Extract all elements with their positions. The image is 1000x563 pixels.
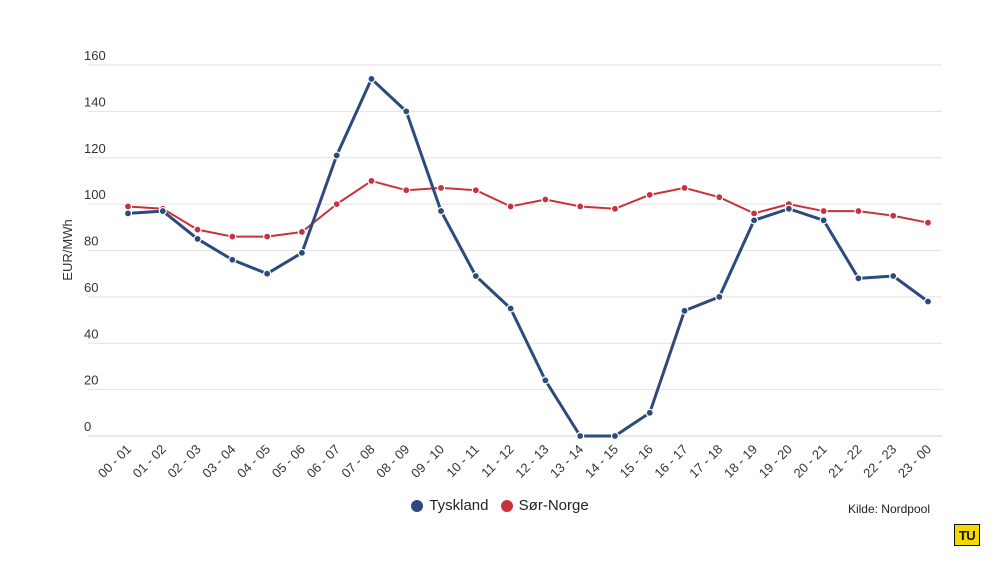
data-point-tyskland[interactable] — [402, 107, 411, 116]
data-point-tyskland[interactable] — [367, 74, 376, 84]
data-point-tyskland[interactable] — [576, 431, 585, 441]
data-point-tyskland[interactable] — [854, 274, 863, 283]
data-point-tyskland[interactable] — [228, 255, 237, 264]
data-point-sor-norge[interactable] — [332, 200, 341, 209]
data-point-sor-norge[interactable] — [123, 202, 133, 211]
data-point-sor-norge[interactable] — [889, 211, 898, 220]
series-line-tyskland — [127, 77, 929, 438]
data-point-tyskland[interactable] — [715, 292, 724, 301]
legend-label-tyskland: Tyskland — [429, 497, 489, 514]
series-group — [123, 74, 933, 441]
data-point-sor-norge[interactable] — [228, 232, 237, 241]
x-tick-label: 11 - 12 — [478, 442, 517, 481]
x-tick-label: 00 - 01 — [95, 442, 134, 481]
data-point-tyskland[interactable] — [506, 304, 515, 313]
x-tick-label: 17 - 18 — [686, 442, 725, 481]
x-tick-label: 05 - 06 — [269, 442, 308, 481]
y-tick-label: 80 — [84, 234, 98, 249]
data-point-tyskland[interactable] — [749, 216, 759, 225]
y-tick-label: 60 — [84, 280, 98, 295]
legend-item-tyskland[interactable]: Tyskland — [411, 497, 489, 514]
data-point-sor-norge[interactable] — [297, 227, 307, 237]
data-point-sor-norge[interactable] — [715, 193, 724, 202]
x-tick-label: 07 - 08 — [338, 442, 377, 481]
x-tick-label: 14 - 15 — [582, 442, 621, 481]
data-point-sor-norge[interactable] — [923, 218, 933, 227]
source-note: Kilde: Nordpool — [847, 502, 930, 516]
data-point-tyskland[interactable] — [889, 271, 898, 281]
data-point-tyskland[interactable] — [193, 234, 202, 244]
data-point-tyskland[interactable] — [819, 216, 828, 225]
legend-label-sor-norge: Sør-Norge — [518, 497, 589, 514]
data-point-sor-norge[interactable] — [402, 186, 411, 195]
data-point-sor-norge[interactable] — [471, 186, 480, 195]
data-point-sor-norge[interactable] — [645, 190, 654, 199]
data-point-tyskland[interactable] — [541, 376, 550, 385]
x-tick-label: 02 - 03 — [164, 442, 203, 481]
y-tick-label: 0 — [84, 419, 91, 434]
x-tick-label: 22 - 23 — [860, 442, 899, 481]
x-tick-label: 12 - 13 — [512, 442, 551, 481]
x-tick-label: 09 - 10 — [408, 442, 447, 481]
data-point-tyskland[interactable] — [297, 248, 307, 257]
data-point-tyskland[interactable] — [680, 306, 689, 315]
data-point-sor-norge[interactable] — [854, 206, 863, 216]
legend-item-sor-norge[interactable]: Sør-Norge — [500, 497, 589, 514]
x-tick-label: 21 - 22 — [825, 442, 864, 481]
data-point-tyskland[interactable] — [123, 209, 133, 218]
data-point-sor-norge[interactable] — [680, 183, 689, 192]
legend-marker-tyskland — [411, 499, 424, 512]
x-tick-label: 13 - 14 — [547, 442, 586, 481]
x-tick-label: 06 - 07 — [304, 442, 343, 481]
data-point-sor-norge[interactable] — [576, 202, 585, 211]
y-tick-label: 120 — [84, 141, 106, 156]
y-tick-label: 160 — [84, 48, 106, 63]
x-tick-label: 03 - 04 — [199, 442, 238, 481]
y-tick-label: 100 — [84, 187, 106, 202]
data-point-sor-norge[interactable] — [367, 176, 376, 186]
data-point-sor-norge[interactable] — [506, 202, 515, 211]
x-tick-label: 15 - 16 — [617, 442, 656, 481]
x-tick-label: 19 - 20 — [756, 442, 795, 481]
x-tick-label: 20 - 21 — [791, 442, 830, 481]
data-point-tyskland[interactable] — [471, 271, 480, 281]
data-point-tyskland[interactable] — [332, 151, 341, 160]
x-tick-label: 23 - 00 — [895, 442, 934, 481]
series-line-sor-norge — [127, 179, 929, 238]
data-point-sor-norge[interactable] — [610, 204, 620, 213]
data-point-tyskland[interactable] — [784, 204, 793, 213]
legend: Tyskland Sør-Norge — [0, 497, 1000, 516]
data-point-tyskland[interactable] — [645, 408, 654, 417]
data-point-sor-norge[interactable] — [193, 225, 202, 234]
x-tick-label: 16 - 17 — [651, 442, 690, 481]
x-tick-label: 01 - 02 — [130, 442, 169, 481]
data-point-sor-norge[interactable] — [436, 183, 446, 192]
data-point-sor-norge[interactable] — [263, 232, 272, 241]
data-point-sor-norge[interactable] — [541, 195, 550, 204]
x-tick-label: 10 - 11 — [443, 442, 482, 481]
grid-lines — [88, 64, 942, 437]
data-point-sor-norge[interactable] — [819, 206, 828, 216]
data-point-tyskland[interactable] — [436, 206, 446, 216]
x-tick-label: 18 - 19 — [721, 442, 760, 481]
tu-logo: TU — [954, 524, 980, 546]
y-tick-label: 40 — [84, 326, 98, 341]
data-point-tyskland[interactable] — [610, 431, 620, 441]
data-point-tyskland[interactable] — [923, 297, 933, 306]
y-axis-ticks: 0 20 40 60 80 100 120 140 160 — [84, 48, 106, 434]
data-point-tyskland[interactable] — [263, 269, 272, 278]
y-tick-label: 140 — [84, 94, 106, 109]
x-tick-label: 08 - 09 — [373, 442, 412, 481]
data-point-sor-norge[interactable] — [749, 209, 759, 218]
y-axis-label: EUR/MWh — [60, 219, 75, 280]
data-point-tyskland[interactable] — [158, 206, 167, 216]
y-tick-label: 20 — [84, 373, 98, 388]
x-tick-label: 04 - 05 — [234, 442, 273, 481]
legend-marker-sor-norge — [500, 499, 513, 512]
